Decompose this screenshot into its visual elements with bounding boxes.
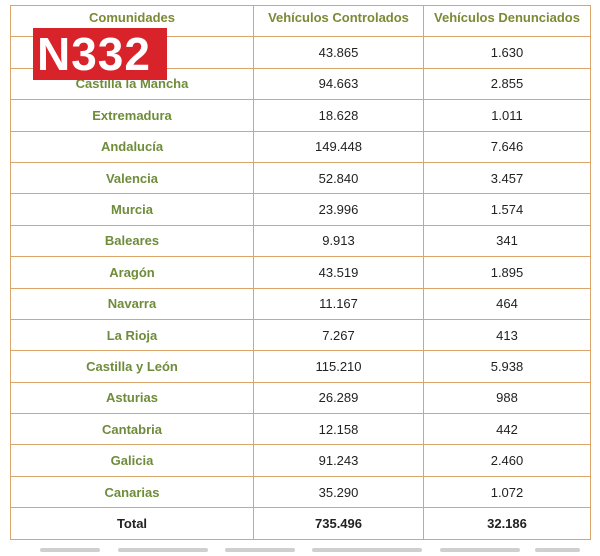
region-cell: Valencia — [10, 161, 254, 195]
caption-fragment — [118, 548, 208, 552]
caption-fragment — [312, 548, 422, 552]
controlados-cell: 26.289 — [253, 381, 424, 415]
header-vehiculos-controlados: Vehículos Controlados — [253, 4, 424, 38]
data-table-container: Comunidades Vehículos Controlados Vehícu… — [10, 4, 591, 540]
region-cell: Baleares — [10, 224, 254, 258]
denunciados-cell: 1.574 — [423, 193, 591, 226]
controlados-cell: 23.996 — [253, 193, 424, 226]
table-row: Cantabria 12.158 442 — [10, 413, 591, 446]
region-cell: Murcia — [10, 193, 254, 226]
table-row: Extremadura 18.628 1.011 — [10, 99, 591, 132]
caption-fragment — [535, 548, 580, 552]
controlados-cell: 18.628 — [253, 99, 424, 132]
denunciados-cell: 1.630 — [423, 36, 591, 69]
table-row: Andalucía 149.448 7.646 — [10, 130, 591, 163]
region-cell: Asturias — [10, 381, 254, 415]
table-row: La Rioja 7.267 413 — [10, 318, 591, 352]
denunciados-cell: 442 — [423, 413, 591, 446]
denunciados-cell: 1.072 — [423, 475, 591, 509]
total-denunciados: 32.186 — [423, 507, 591, 540]
vehicles-table: Comunidades Vehículos Controlados Vehícu… — [10, 4, 591, 540]
controlados-cell: 35.290 — [253, 475, 424, 509]
table-row: Murcia 23.996 1.574 — [10, 193, 591, 226]
total-label: Total — [10, 507, 254, 540]
caption-fragment — [440, 548, 520, 552]
region-cell: Cantabria — [10, 413, 254, 446]
denunciados-cell: 341 — [423, 224, 591, 258]
table-row: Galicia 91.243 2.460 — [10, 444, 591, 477]
region-cell: Aragón — [10, 256, 254, 289]
denunciados-cell: 3.457 — [423, 161, 591, 195]
controlados-cell: 12.158 — [253, 413, 424, 446]
total-controlados: 735.496 — [253, 507, 424, 540]
cropped-caption-text — [0, 548, 600, 556]
controlados-cell: 43.865 — [253, 36, 424, 69]
table-row: Navarra 11.167 464 — [10, 287, 591, 320]
denunciados-cell: 7.646 — [423, 130, 591, 163]
controlados-cell: 11.167 — [253, 287, 424, 320]
n332-logo: N332 — [33, 28, 167, 80]
denunciados-cell: 413 — [423, 318, 591, 352]
controlados-cell: 52.840 — [253, 161, 424, 195]
table-row: Valencia 52.840 3.457 — [10, 161, 591, 195]
denunciados-cell: 2.855 — [423, 67, 591, 101]
region-cell: Extremadura — [10, 99, 254, 132]
controlados-cell: 7.267 — [253, 318, 424, 352]
table-row: Aragón 43.519 1.895 — [10, 256, 591, 289]
region-cell: Canarias — [10, 475, 254, 509]
controlados-cell: 91.243 — [253, 444, 424, 477]
region-cell: Galicia — [10, 444, 254, 477]
denunciados-cell: 988 — [423, 381, 591, 415]
table-row: Castilla y León 115.210 5.938 — [10, 350, 591, 383]
table-row: Asturias 26.289 988 — [10, 381, 591, 415]
region-cell: Andalucía — [10, 130, 254, 163]
controlados-cell: 115.210 — [253, 350, 424, 383]
region-cell: Navarra — [10, 287, 254, 320]
denunciados-cell: 2.460 — [423, 444, 591, 477]
denunciados-cell: 5.938 — [423, 350, 591, 383]
region-cell: La Rioja — [10, 318, 254, 352]
table-row: Baleares 9.913 341 — [10, 224, 591, 258]
denunciados-cell: 1.895 — [423, 256, 591, 289]
denunciados-cell: 464 — [423, 287, 591, 320]
controlados-cell: 9.913 — [253, 224, 424, 258]
table-row: Castilla la Mancha 94.663 2.855 — [10, 67, 591, 101]
table-total-row: Total 735.496 32.186 — [10, 507, 591, 540]
region-cell: Castilla y León — [10, 350, 254, 383]
controlados-cell: 94.663 — [253, 67, 424, 101]
caption-fragment — [40, 548, 100, 552]
table-row: Canarias 35.290 1.072 — [10, 475, 591, 509]
controlados-cell: 149.448 — [253, 130, 424, 163]
caption-fragment — [225, 548, 295, 552]
header-vehiculos-denunciados: Vehículos Denunciados — [423, 4, 591, 38]
denunciados-cell: 1.011 — [423, 99, 591, 132]
logo-text: N332 — [37, 28, 151, 80]
controlados-cell: 43.519 — [253, 256, 424, 289]
